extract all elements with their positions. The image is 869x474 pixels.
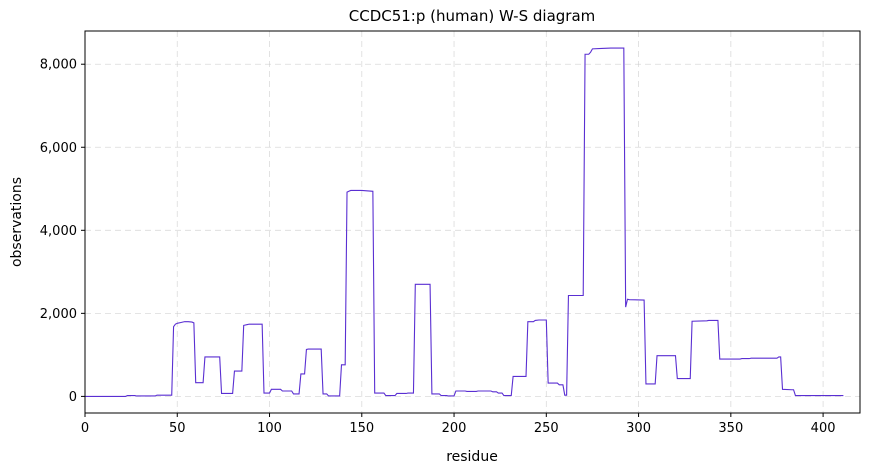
chart-title: CCDC51:p (human) W-S diagram [349,7,596,25]
y-tick-label: 8,000 [40,58,77,73]
grid-layer [84,31,860,413]
x-axis-label: residue [446,449,498,465]
x-tick-label: 400 [811,421,836,436]
series-line [85,47,844,397]
x-tick-label: 0 [81,421,89,436]
x-ticks: 0 50 100 150 200 250 300 350 400 [81,413,836,436]
y-tick-label: 4,000 [40,224,77,239]
plot-frame [84,30,861,414]
y-tick-label: 0 [69,390,77,405]
x-tick-label: 200 [442,421,467,436]
x-tick-label: 150 [349,421,374,436]
y-tick-label: 6,000 [40,141,77,156]
y-ticks: 0 2,000 4,000 6,000 8,000 [40,58,85,405]
y-axis-label: observations [9,177,25,267]
x-tick-label: 250 [534,421,559,436]
x-tick-label: 100 [257,421,282,436]
x-tick-label: 300 [626,421,651,436]
x-tick-label: 50 [169,421,186,436]
x-tick-label: 350 [718,421,743,436]
y-tick-label: 2,000 [40,307,77,322]
